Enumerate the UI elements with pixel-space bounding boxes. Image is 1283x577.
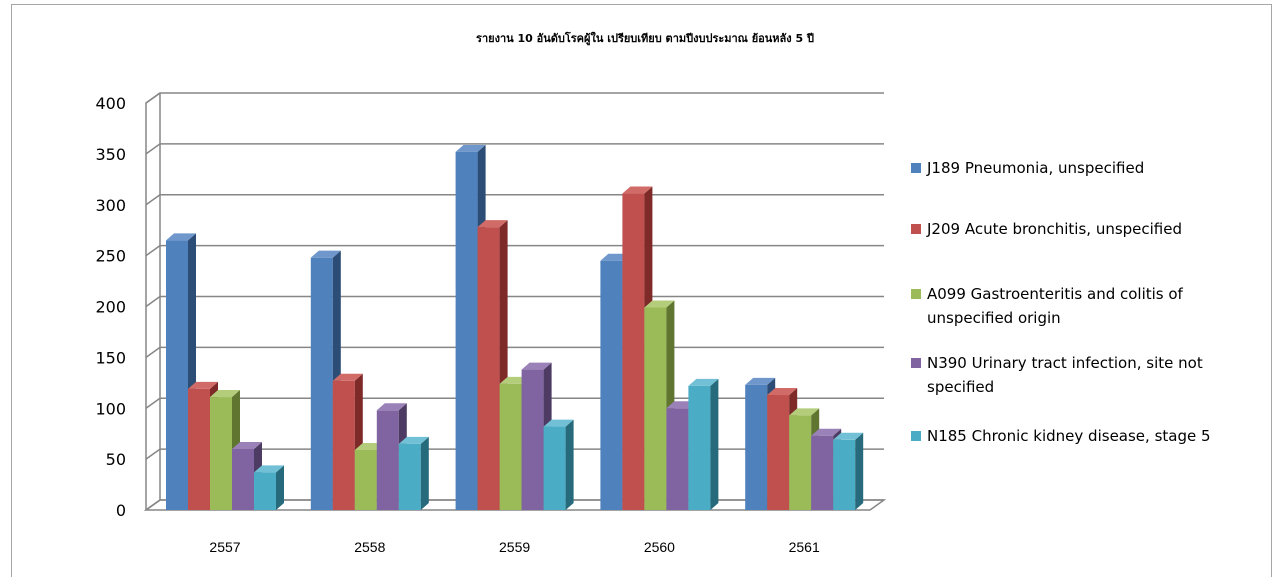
y-tick-label: 200 <box>95 298 126 317</box>
bar-front <box>833 439 856 510</box>
bar <box>398 436 429 510</box>
gridline <box>145 244 884 257</box>
x-category-label: 2560 <box>644 539 675 555</box>
bar-front <box>477 227 500 510</box>
x-category-label: 2558 <box>354 539 385 555</box>
bar-top <box>521 362 552 370</box>
bar-side <box>276 465 284 510</box>
bar-front <box>789 415 812 510</box>
bar-front <box>354 449 377 510</box>
bar-front <box>811 435 834 510</box>
gridline <box>145 346 884 358</box>
legend-label: unspecified origin <box>927 309 1061 327</box>
legend-label: J189 Pneumonia, unspecified <box>926 159 1144 177</box>
gridline <box>145 295 884 308</box>
bar-top <box>833 432 864 440</box>
bar-top <box>376 403 407 411</box>
bar-top <box>398 436 429 444</box>
bar-side <box>565 419 574 510</box>
y-tick-label: 50 <box>106 450 126 469</box>
bar-front <box>499 383 522 510</box>
bar-top <box>210 390 240 398</box>
legend-item: N185 Chronic kidney disease, stage 5 <box>911 427 1211 445</box>
bar-front <box>376 410 399 510</box>
bar-front <box>232 448 254 510</box>
legend-swatch <box>911 289 921 299</box>
bar <box>833 432 864 510</box>
legend-label: specified <box>927 378 994 396</box>
y-tick-label: 100 <box>95 399 126 418</box>
bar-front <box>210 397 232 510</box>
legend-item: J209 Acute bronchitis, unspecified <box>911 220 1182 238</box>
legend-label: N390 Urinary tract infection, site not <box>927 354 1203 372</box>
bar-front <box>622 193 645 510</box>
bar-front <box>166 240 188 511</box>
bar-front <box>455 151 478 510</box>
y-tick-label: 400 <box>95 94 126 113</box>
bar-top <box>166 233 196 241</box>
bar-side <box>855 432 864 510</box>
legend-item: A099 Gastroenteritis and colitis of unspe… <box>911 285 1184 327</box>
bar-side <box>710 378 719 510</box>
bar-front <box>332 380 355 510</box>
bar-front <box>688 385 711 510</box>
chart-title: รายงาน 10 อันดับโรคผู้ใน เปรียบเทียบ ตาม… <box>476 31 814 46</box>
legend: J189 Pneumonia, unspecified J209 Acute br… <box>911 159 1211 445</box>
x-axis-labels: 2557 2558 2559 2560 2561 <box>209 539 820 555</box>
bar-top <box>188 381 218 389</box>
bar-top <box>332 373 363 381</box>
bar <box>688 378 719 510</box>
legend-label: A099 Gastroenteritis and colitis of <box>927 285 1184 303</box>
bar-top <box>644 300 675 308</box>
bar <box>254 465 284 510</box>
legend-item: J189 Pneumonia, unspecified <box>911 159 1144 177</box>
y-tick-label: 150 <box>95 348 126 367</box>
bar-top <box>789 408 820 416</box>
y-tick-label: 250 <box>95 247 126 266</box>
bar-top <box>477 220 508 228</box>
bar-front <box>745 384 768 510</box>
bar-front <box>543 426 566 510</box>
legend-label: J209 Acute bronchitis, unspecified <box>926 220 1182 238</box>
bar-top <box>811 428 842 436</box>
bar-top <box>543 419 574 427</box>
bar-side <box>420 436 429 510</box>
x-category-label: 2559 <box>499 539 530 555</box>
legend-swatch <box>911 358 921 368</box>
bar-front <box>600 260 623 510</box>
bar-top <box>622 186 653 194</box>
legend-swatch <box>911 163 921 173</box>
bar-front <box>310 257 333 510</box>
bar-front <box>188 388 210 510</box>
legend-item: N390 Urinary tract infection, site not sp… <box>911 354 1203 396</box>
legend-label: N185 Chronic kidney disease, stage 5 <box>927 427 1211 445</box>
y-tick-label: 300 <box>95 196 126 215</box>
bar-front <box>254 472 276 510</box>
bar-top <box>254 465 284 473</box>
bar <box>543 419 574 510</box>
bar-front <box>767 395 790 510</box>
legend-swatch <box>911 431 921 441</box>
y-tick-label: 350 <box>95 145 126 164</box>
legend-swatch <box>911 224 921 234</box>
bar-front <box>666 408 689 510</box>
x-category-label: 2557 <box>209 539 240 555</box>
bar-front <box>521 369 544 510</box>
bar-top <box>455 144 486 152</box>
y-tick-label: 0 <box>116 501 126 520</box>
y-axis-ticks: 0 50 100 150 200 250 300 350 400 <box>95 94 126 520</box>
bar-top <box>232 441 262 449</box>
bar-top <box>745 377 776 385</box>
bar-front <box>398 443 421 510</box>
gridline <box>145 143 884 155</box>
gridline <box>145 92 884 104</box>
gridline <box>145 194 884 206</box>
bar-top <box>767 388 798 396</box>
bar-top <box>310 250 341 258</box>
bar-top <box>688 378 719 386</box>
bars <box>166 144 864 511</box>
bar-front <box>644 307 667 510</box>
x-category-label: 2561 <box>789 539 820 555</box>
